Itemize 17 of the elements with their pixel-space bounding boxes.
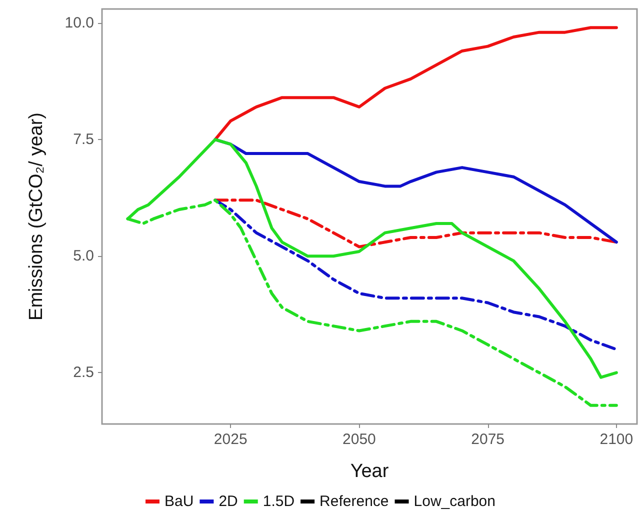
line-series: [214, 26, 618, 142]
legend-label: 2D: [218, 493, 238, 510]
y-tick-label: 5.0: [73, 248, 94, 265]
y-tick-label: 2.5: [73, 364, 94, 382]
legend-label: Low_carbon: [414, 493, 496, 510]
x-tick-label: 2075: [471, 431, 505, 448]
x-axis-title: Year: [350, 461, 390, 482]
legend-label: Reference: [320, 493, 389, 510]
legend-label: 1.5D: [262, 493, 295, 510]
legend-label: BaU: [164, 493, 194, 510]
y-axis-title: Emissions (GtCO₂/ year): [26, 112, 47, 320]
x-tick-label: 2050: [342, 431, 376, 448]
x-tick-label: 2025: [214, 431, 248, 448]
x-tick-label: 2100: [600, 431, 634, 448]
line-series: [214, 198, 618, 248]
y-tick-label: 10.0: [64, 14, 94, 32]
y-tick-label: 7.5: [73, 131, 94, 148]
